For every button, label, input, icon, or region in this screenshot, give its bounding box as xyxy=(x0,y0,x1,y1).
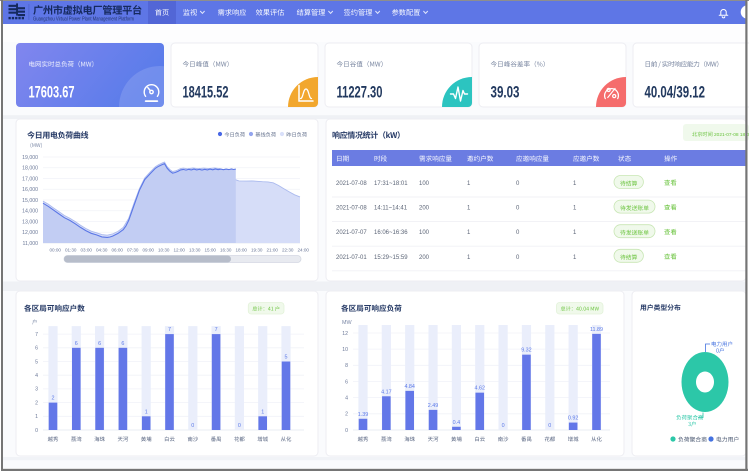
svg-text:03:00: 03:00 xyxy=(80,248,92,253)
svg-text:0: 0 xyxy=(502,423,505,429)
svg-text:Guangzhou Virtual Power Plant: Guangzhou Virtual Power Plant Management… xyxy=(33,17,134,23)
svg-text:15:00: 15:00 xyxy=(204,248,216,253)
svg-text:1: 1 xyxy=(261,409,264,415)
svg-text:16,000: 16,000 xyxy=(22,187,38,193)
svg-text:1: 1 xyxy=(573,206,577,212)
svg-text:6: 6 xyxy=(35,346,38,352)
svg-text:1: 1 xyxy=(467,206,471,212)
svg-text:2: 2 xyxy=(52,396,55,402)
svg-text:16:06~16:36: 16:06~16:36 xyxy=(374,230,408,236)
svg-text:14,000: 14,000 xyxy=(22,209,38,215)
svg-text:0: 0 xyxy=(548,423,551,429)
svg-text:18:00: 18:00 xyxy=(235,248,247,253)
svg-text:7: 7 xyxy=(215,327,218,333)
svg-text:100: 100 xyxy=(419,181,430,187)
svg-text:0: 0 xyxy=(516,181,520,187)
svg-text:13:30: 13:30 xyxy=(189,248,201,253)
svg-text:04:30: 04:30 xyxy=(96,248,108,253)
svg-text:0: 0 xyxy=(516,230,520,236)
svg-text:19,000: 19,000 xyxy=(22,155,38,161)
svg-text:1.39: 1.39 xyxy=(358,412,369,418)
svg-text:2.49: 2.49 xyxy=(428,403,439,409)
svg-text:4.84: 4.84 xyxy=(404,384,415,390)
svg-text:14:11~14:41: 14:11~14:41 xyxy=(374,206,408,212)
svg-text:16:30: 16:30 xyxy=(220,248,232,253)
svg-text:07:30: 07:30 xyxy=(127,248,139,253)
svg-text:0: 0 xyxy=(516,206,520,212)
svg-text:17603.67: 17603.67 xyxy=(29,82,75,101)
svg-text:5: 5 xyxy=(35,359,38,365)
svg-text:2021-07-08 18:0: 2021-07-08 18:0 xyxy=(714,132,749,138)
svg-text:10:30: 10:30 xyxy=(158,248,170,253)
svg-text:15,000: 15,000 xyxy=(22,198,38,204)
svg-text:13,000: 13,000 xyxy=(22,219,38,225)
svg-text:12:00: 12:00 xyxy=(173,248,185,253)
svg-text:4.62: 4.62 xyxy=(475,386,486,392)
svg-text:4: 4 xyxy=(35,373,38,379)
svg-text:17:31~18:01: 17:31~18:01 xyxy=(374,181,408,187)
svg-text:0.4: 0.4 xyxy=(453,420,461,426)
svg-text:1: 1 xyxy=(467,255,471,261)
svg-text:11.89: 11.89 xyxy=(590,327,603,333)
svg-text:1: 1 xyxy=(573,255,577,261)
svg-text:15:29~15:59: 15:29~15:59 xyxy=(374,255,408,261)
svg-text:00:00: 00:00 xyxy=(49,248,61,253)
svg-text:2: 2 xyxy=(35,400,38,406)
svg-text:18415.52: 18415.52 xyxy=(183,82,229,101)
svg-text:12: 12 xyxy=(342,331,348,337)
svg-text:200: 200 xyxy=(419,255,430,261)
svg-text:7: 7 xyxy=(35,332,38,338)
svg-text:40.04/39.12: 40.04/39.12 xyxy=(645,82,706,101)
svg-text:11227.30: 11227.30 xyxy=(337,82,383,101)
svg-text:2: 2 xyxy=(345,412,348,418)
svg-text:2021-07-08: 2021-07-08 xyxy=(336,181,367,187)
svg-text:6: 6 xyxy=(121,341,124,347)
svg-text:22:30: 22:30 xyxy=(282,248,294,253)
svg-text:6: 6 xyxy=(98,341,101,347)
svg-text:4.17: 4.17 xyxy=(381,389,392,395)
svg-text:MW: MW xyxy=(342,320,352,326)
svg-text:0: 0 xyxy=(516,255,520,261)
svg-text:1: 1 xyxy=(467,181,471,187)
svg-text:18,000: 18,000 xyxy=(22,166,38,172)
svg-text:21:00: 21:00 xyxy=(266,248,278,253)
svg-text:0: 0 xyxy=(35,428,38,434)
svg-text:1: 1 xyxy=(467,230,471,236)
svg-text:09:00: 09:00 xyxy=(142,248,154,253)
svg-text:24:00: 24:00 xyxy=(297,248,309,253)
svg-text:2021-07-07: 2021-07-07 xyxy=(336,230,367,236)
svg-text:0.92: 0.92 xyxy=(568,416,579,422)
svg-text:100: 100 xyxy=(419,230,430,236)
svg-text:6: 6 xyxy=(75,341,78,347)
svg-text:1: 1 xyxy=(573,181,577,187)
svg-text:1: 1 xyxy=(145,409,148,415)
svg-text:11,000: 11,000 xyxy=(23,241,39,247)
svg-text:1: 1 xyxy=(35,414,38,420)
svg-text:7: 7 xyxy=(168,327,171,333)
svg-text:8: 8 xyxy=(345,363,348,369)
svg-text:17,000: 17,000 xyxy=(22,176,38,182)
svg-text:3: 3 xyxy=(35,387,38,393)
svg-text:6: 6 xyxy=(345,379,348,385)
svg-text:0: 0 xyxy=(191,423,194,429)
svg-text:9.32: 9.32 xyxy=(521,348,532,354)
svg-text:200: 200 xyxy=(419,206,430,212)
svg-text:0: 0 xyxy=(238,423,241,429)
svg-text:2021-07-08: 2021-07-08 xyxy=(336,206,367,212)
svg-text:0: 0 xyxy=(345,428,348,434)
svg-text:12,000: 12,000 xyxy=(22,230,38,236)
svg-text:06:00: 06:00 xyxy=(111,248,123,253)
svg-text:39.03: 39.03 xyxy=(491,82,520,101)
svg-text:5: 5 xyxy=(285,355,288,361)
svg-text:01:30: 01:30 xyxy=(65,248,77,253)
svg-text:10: 10 xyxy=(342,347,348,353)
svg-text:4: 4 xyxy=(345,395,348,401)
svg-text:1: 1 xyxy=(573,230,577,236)
svg-text:19:30: 19:30 xyxy=(251,248,263,253)
svg-text:2021-07-01: 2021-07-01 xyxy=(336,255,367,261)
